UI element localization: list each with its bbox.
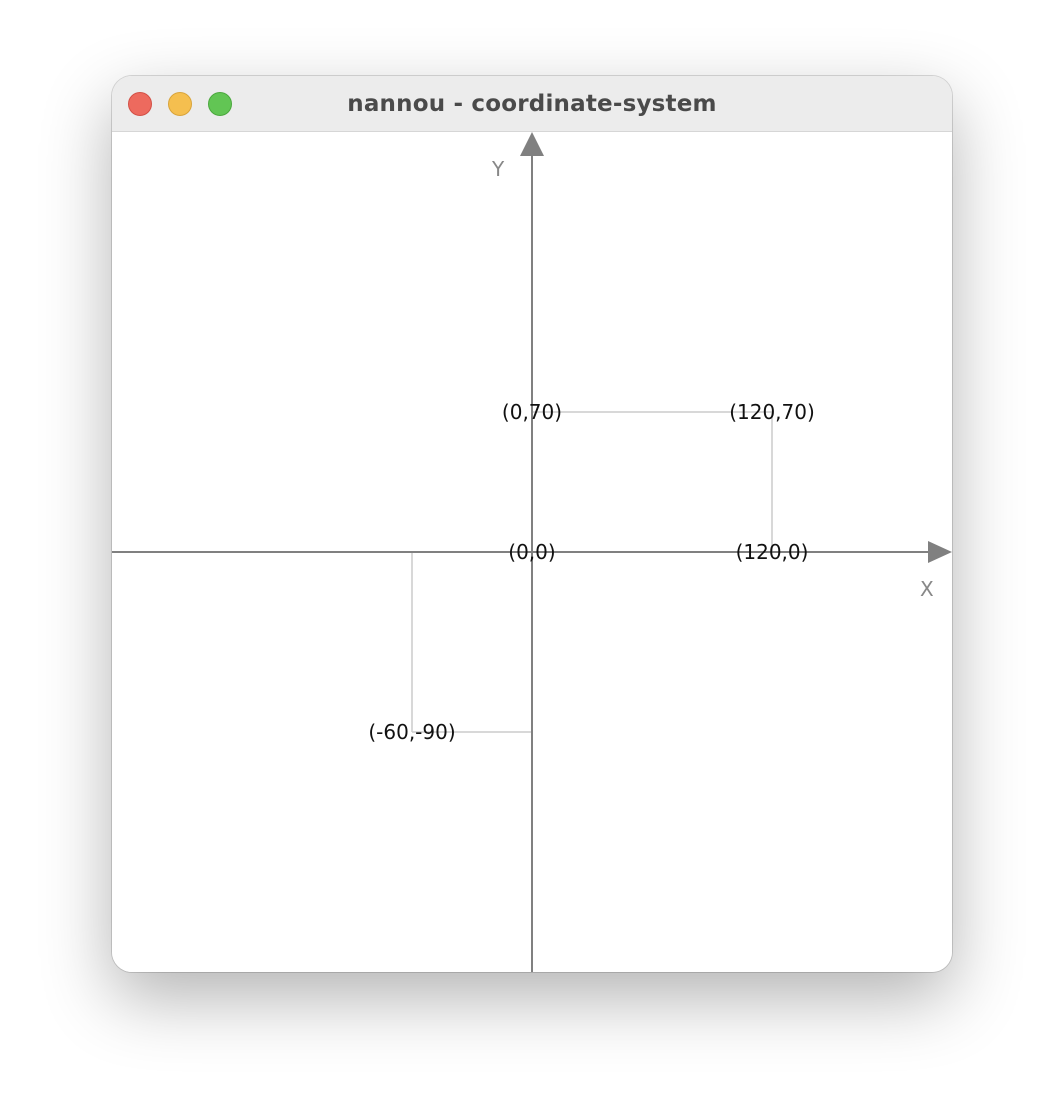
close-button[interactable]: [128, 92, 152, 116]
x-axis-arrow-icon: [928, 541, 952, 563]
maximize-button[interactable]: [208, 92, 232, 116]
y-axis-arrow-icon: [520, 132, 544, 156]
title-bar[interactable]: nannou - coordinate-system: [112, 76, 952, 132]
x-axis-label: X: [920, 577, 934, 601]
point-label-origin: (0,0): [508, 540, 555, 564]
point-labels: (0,0) (0,70) (120,70) (120,0) (-60,-90): [368, 400, 814, 744]
point-label-p-120-70: (120,70): [729, 400, 815, 424]
axes: XY: [112, 132, 952, 972]
point-label-p-neg60-neg90: (-60,-90): [368, 720, 455, 744]
guide-lines: [411, 411, 773, 733]
window-title: nannou - coordinate-system: [347, 91, 717, 117]
point-label-p-120-0: (120,0): [736, 540, 809, 564]
y-axis-label: Y: [491, 157, 505, 181]
coordinate-plot: XY (0,0)(0,70) (120,70)(120,0)(-60,-90): [112, 132, 952, 972]
point-label-p-0-70: (0,70): [502, 400, 562, 424]
minimize-button[interactable]: [168, 92, 192, 116]
